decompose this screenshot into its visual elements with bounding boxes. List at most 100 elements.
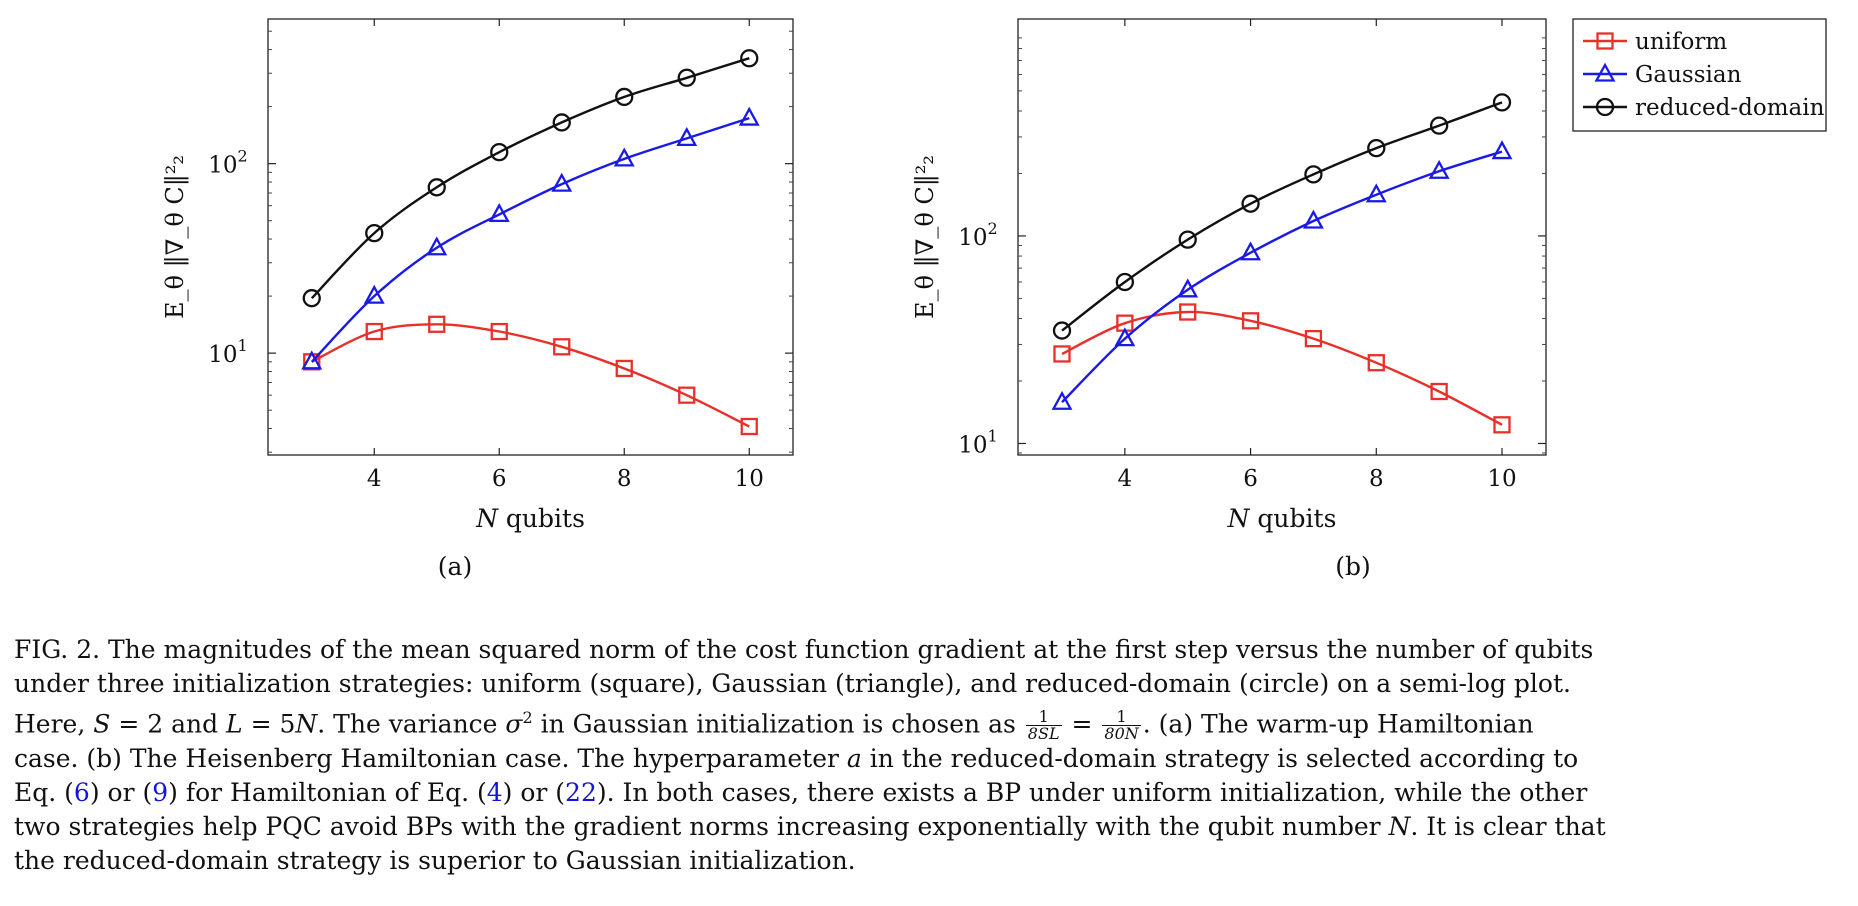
data-point — [1052, 321, 1072, 340]
data-point — [1053, 345, 1071, 363]
data-point — [427, 178, 446, 197]
data-point — [1115, 272, 1135, 292]
data-point — [1428, 159, 1450, 179]
y-tick-label: 102 — [958, 219, 997, 251]
data-point — [1177, 278, 1199, 298]
chart-panel-b: 4 6 8 10 101 102 E_θ ‖∇_θ C‖²₂ N qubits (b) unifo… — [911, 18, 1827, 581]
x-tick-label: 4 — [1118, 466, 1133, 492]
y-axis-label: E_θ ‖∇_θ C‖²₂ — [161, 155, 190, 319]
data-point — [1367, 354, 1385, 372]
data-point — [426, 236, 448, 256]
data-point — [363, 284, 385, 304]
data-point — [676, 126, 698, 147]
x-tick-label: 6 — [492, 466, 507, 492]
data-point — [1178, 230, 1197, 249]
legend-item: Gaussian — [1583, 62, 1742, 88]
series-reduced-domain — [302, 49, 759, 308]
caption-line: Here, S = 2 and L = 5N. The variance σ2 … — [14, 707, 1534, 744]
data-point — [613, 147, 635, 167]
data-point — [551, 172, 573, 192]
y-tick-label: 101 — [958, 426, 997, 458]
data-point — [1367, 138, 1386, 158]
data-point — [1491, 140, 1513, 160]
legend-item: reduced-domain — [1583, 95, 1825, 121]
data-point — [1051, 390, 1073, 410]
data-point — [615, 87, 634, 107]
x-tick-label: 6 — [1243, 466, 1258, 492]
x-tick-label: 8 — [617, 466, 632, 492]
legend-marker — [1596, 32, 1614, 50]
data-point — [1240, 241, 1262, 261]
data-point — [1429, 116, 1449, 135]
series-uniform — [1053, 303, 1511, 434]
series-line — [1061, 310, 1503, 426]
series-line — [310, 57, 750, 300]
figure-caption: FIG. 2. The magnitudes of the mean squar… — [14, 633, 1848, 878]
data-point — [365, 322, 383, 341]
data-point — [1114, 327, 1136, 347]
data-point — [552, 113, 571, 132]
series-gaussian — [1051, 140, 1513, 410]
data-point — [740, 417, 758, 436]
data-point — [1304, 165, 1323, 184]
x-tick-label: 8 — [1369, 466, 1384, 492]
legend-marker — [1595, 97, 1615, 117]
y-axis-label: E_θ ‖∇_θ C‖²₂ — [911, 155, 940, 319]
data-point — [1302, 209, 1324, 229]
x-axis-label: N qubits — [475, 504, 585, 533]
x-tick-label: 10 — [1487, 466, 1516, 492]
data-point — [302, 289, 321, 308]
data-point — [1365, 183, 1387, 203]
legend-label: reduced-domain — [1635, 95, 1825, 121]
series-uniform — [303, 315, 758, 436]
data-point — [301, 350, 323, 370]
y-tick-label: 101 — [208, 336, 247, 368]
data-point — [740, 49, 759, 68]
data-point — [488, 202, 510, 223]
data-point — [490, 143, 509, 162]
series-line — [311, 323, 750, 428]
data-point — [490, 322, 508, 341]
plot-frame — [1017, 18, 1547, 456]
legend-item: uniform — [1583, 29, 1727, 55]
y-tick-label: 102 — [208, 147, 247, 179]
data-point — [1179, 303, 1197, 321]
x-tick-label: 4 — [367, 466, 382, 492]
series-line — [1061, 101, 1503, 332]
y-axis-label-text: E_θ ‖∇_θ C‖²₂ — [911, 155, 940, 319]
data-point — [738, 106, 760, 126]
series-gaussian — [301, 106, 760, 370]
data-point — [365, 223, 384, 243]
data-point — [1430, 382, 1448, 401]
data-point — [1241, 312, 1260, 330]
equation-reference-link[interactable]: 22 — [565, 778, 597, 808]
data-point — [678, 386, 696, 404]
caption-line: Eq. (6) or (9) for Hamiltonian of Eq. (4… — [14, 778, 1588, 808]
series-reduced-domain — [1052, 93, 1512, 340]
data-point — [615, 359, 633, 378]
data-point — [1492, 93, 1512, 112]
plot-frame — [267, 18, 794, 456]
y-axis-label-text: E_θ ‖∇_θ C‖²₂ — [161, 155, 190, 319]
data-point — [1241, 194, 1260, 213]
caption-line: the reduced-domain strategy is superior … — [14, 846, 856, 876]
caption-line: FIG. 2. The magnitudes of the mean squar… — [14, 635, 1594, 664]
data-point — [1304, 329, 1323, 348]
caption-line: two strategies help PQC avoid BPs with t… — [14, 812, 1606, 842]
chart-panel-a: 4 6 8 10 101 102 E_θ ‖∇_θ C‖²₂ N qubits(a) — [161, 18, 794, 581]
legend: uniform Gaussian reduced-domain — [1572, 18, 1827, 132]
legend-marker — [1594, 62, 1616, 82]
caption-line: under three initialization strategies: u… — [14, 669, 1571, 698]
legend-label: Gaussian — [1635, 62, 1742, 88]
data-point — [677, 68, 696, 87]
x-tick-label: 10 — [735, 466, 764, 492]
data-point — [553, 338, 571, 356]
data-point — [1493, 416, 1511, 434]
equation-reference-link[interactable]: 4 — [486, 778, 503, 808]
data-point — [428, 315, 446, 333]
equation-reference-link[interactable]: 9 — [152, 778, 169, 808]
equation-reference-link[interactable]: 6 — [73, 778, 90, 808]
legend-label: uniform — [1635, 29, 1727, 55]
x-axis-label: N qubits — [1227, 504, 1337, 533]
